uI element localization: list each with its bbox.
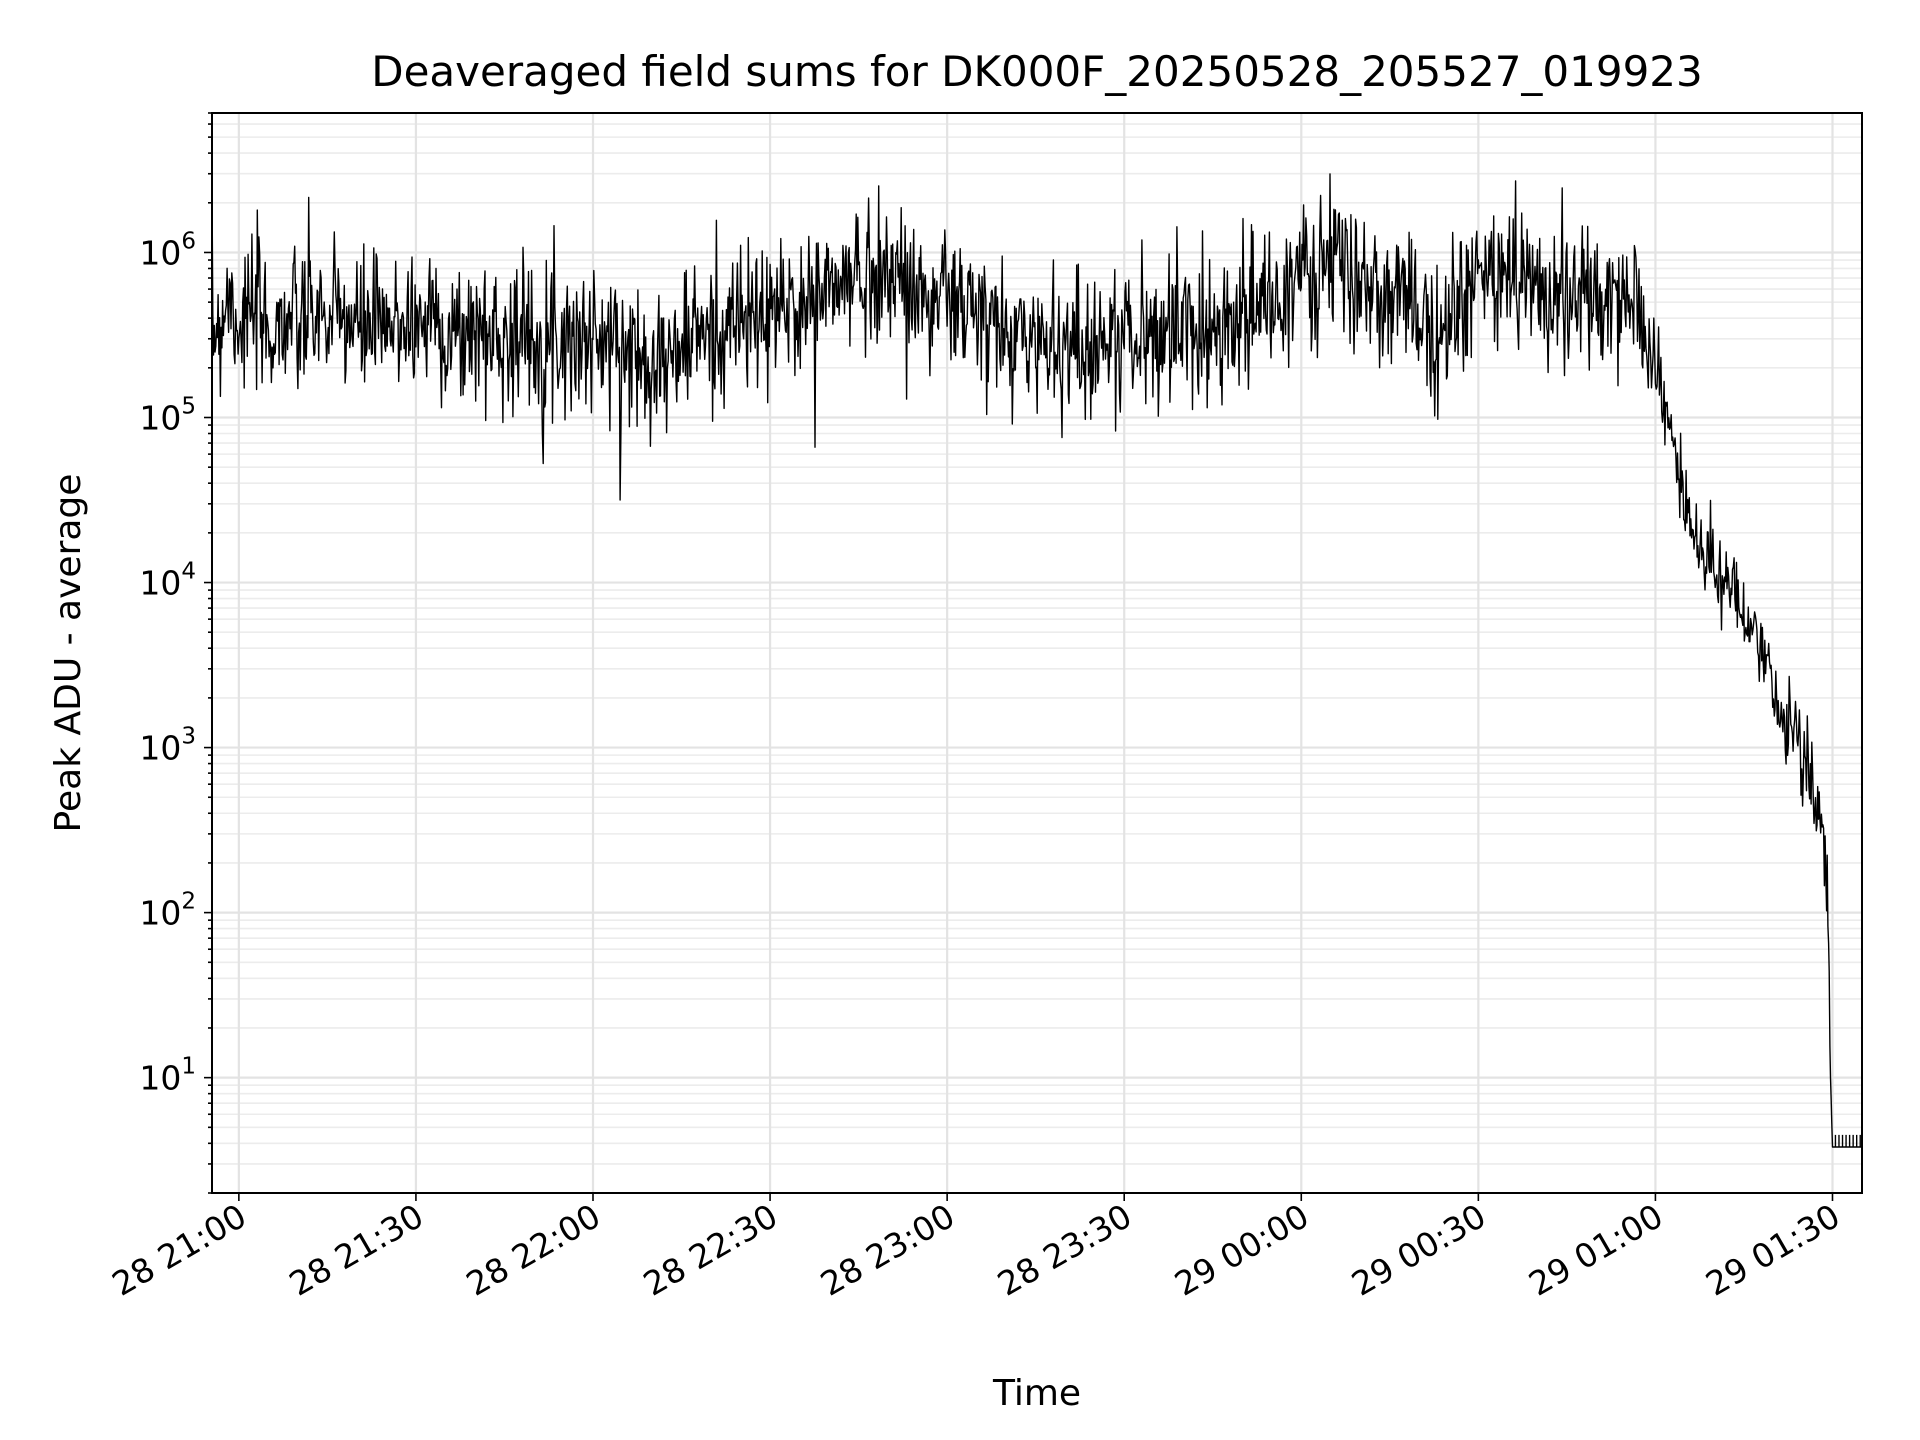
plot-frame [211, 112, 1863, 1194]
chart-title: Deaveraged field sums for DK000F_2025052… [371, 47, 1703, 96]
y-tick-label: 105 [139, 394, 196, 438]
ticks [204, 112, 1834, 1201]
y-tick-label: 103 [139, 724, 196, 768]
x-axis-label: Time [992, 1373, 1081, 1414]
series-line-0 [211, 173, 1862, 1148]
y-tick-label: 106 [139, 228, 196, 272]
y-tick-label: 102 [139, 889, 196, 933]
y-tick-label: 101 [139, 1054, 196, 1098]
y-tick-label: 104 [139, 559, 196, 603]
y-axis-label: Peak ADU - average [48, 474, 89, 833]
series-layer [211, 173, 1862, 1148]
